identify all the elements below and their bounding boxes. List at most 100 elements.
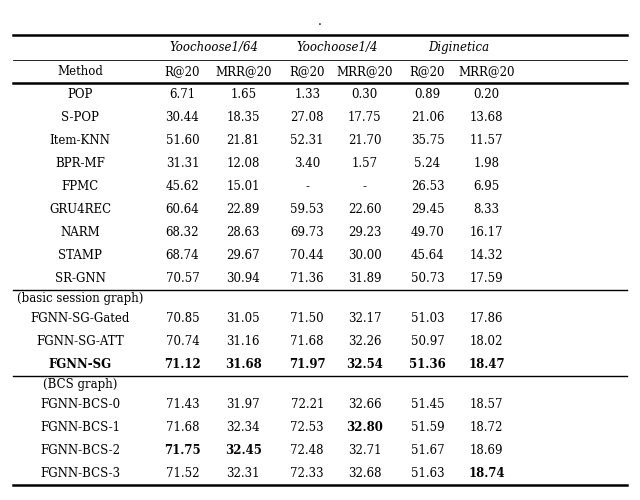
Text: FGNN-SG-Gated: FGNN-SG-Gated: [30, 312, 130, 325]
Text: Method: Method: [57, 65, 103, 78]
Text: 0.20: 0.20: [474, 88, 499, 101]
Text: 32.68: 32.68: [348, 467, 381, 480]
Text: R@20: R@20: [164, 65, 200, 78]
Text: 1.57: 1.57: [352, 157, 378, 170]
Text: 50.73: 50.73: [411, 272, 444, 285]
Text: 70.57: 70.57: [166, 272, 199, 285]
Text: 18.74: 18.74: [468, 467, 505, 480]
Text: 30.94: 30.94: [227, 272, 260, 285]
Text: 31.89: 31.89: [348, 272, 381, 285]
Text: Yoochoose1/64: Yoochoose1/64: [170, 41, 259, 54]
Text: 51.67: 51.67: [411, 444, 444, 457]
Text: Yoochoose1/4: Yoochoose1/4: [297, 41, 378, 54]
Text: 12.08: 12.08: [227, 157, 260, 170]
Text: 51.45: 51.45: [411, 398, 444, 411]
Text: 18.35: 18.35: [227, 111, 260, 124]
Text: 45.64: 45.64: [411, 249, 444, 262]
Text: NARM: NARM: [60, 226, 100, 239]
Text: 72.48: 72.48: [291, 444, 324, 457]
Text: MRR@20: MRR@20: [337, 65, 393, 78]
Text: 8.33: 8.33: [474, 203, 499, 216]
Text: 3.40: 3.40: [294, 157, 321, 170]
Text: 72.21: 72.21: [291, 398, 324, 411]
Text: 51.36: 51.36: [409, 358, 446, 371]
Text: 60.64: 60.64: [166, 203, 199, 216]
Text: 1.98: 1.98: [474, 157, 499, 170]
Text: 1.65: 1.65: [230, 88, 256, 101]
Text: 32.31: 32.31: [227, 467, 260, 480]
Text: 0.30: 0.30: [351, 88, 378, 101]
Text: MRR@20: MRR@20: [215, 65, 271, 78]
Text: 18.69: 18.69: [470, 444, 503, 457]
Text: 71.43: 71.43: [166, 398, 199, 411]
Text: 18.47: 18.47: [468, 358, 505, 371]
Text: 51.59: 51.59: [411, 421, 444, 434]
Text: 27.08: 27.08: [291, 111, 324, 124]
Text: 18.57: 18.57: [470, 398, 503, 411]
Text: BPR-MF: BPR-MF: [55, 157, 105, 170]
Text: 18.72: 18.72: [470, 421, 503, 434]
Text: 6.95: 6.95: [473, 180, 500, 193]
Text: 0.89: 0.89: [415, 88, 440, 101]
Text: -: -: [363, 180, 367, 193]
Text: 29.45: 29.45: [411, 203, 444, 216]
Text: (basic session graph): (basic session graph): [17, 292, 143, 305]
Text: 71.68: 71.68: [291, 335, 324, 348]
Text: FPMC: FPMC: [61, 180, 99, 193]
Text: R@20: R@20: [410, 65, 445, 78]
Text: 68.74: 68.74: [166, 249, 199, 262]
Text: 32.71: 32.71: [348, 444, 381, 457]
Text: 71.12: 71.12: [164, 358, 201, 371]
Text: 71.52: 71.52: [166, 467, 199, 480]
Text: Diginetica: Diginetica: [428, 41, 489, 54]
Text: 51.63: 51.63: [411, 467, 444, 480]
Text: 31.05: 31.05: [227, 312, 260, 325]
Text: GRU4REC: GRU4REC: [49, 203, 111, 216]
Text: 51.03: 51.03: [411, 312, 444, 325]
Text: 32.80: 32.80: [346, 421, 383, 434]
Text: FGNN-BCS-0: FGNN-BCS-0: [40, 398, 120, 411]
Text: 72.33: 72.33: [291, 467, 324, 480]
Text: POP: POP: [67, 88, 93, 101]
Text: 70.74: 70.74: [166, 335, 199, 348]
Text: 71.75: 71.75: [164, 444, 201, 457]
Text: 22.60: 22.60: [348, 203, 381, 216]
Text: 32.45: 32.45: [225, 444, 262, 457]
Text: 26.53: 26.53: [411, 180, 444, 193]
Text: 6.71: 6.71: [170, 88, 195, 101]
Text: 21.81: 21.81: [227, 134, 260, 147]
Text: 16.17: 16.17: [470, 226, 503, 239]
Text: 68.32: 68.32: [166, 226, 199, 239]
Text: 31.97: 31.97: [227, 398, 260, 411]
Text: FGNN-BCS-1: FGNN-BCS-1: [40, 421, 120, 434]
Text: 15.01: 15.01: [227, 180, 260, 193]
Text: 30.00: 30.00: [348, 249, 381, 262]
Text: 29.23: 29.23: [348, 226, 381, 239]
Text: FGNN-SG: FGNN-SG: [49, 358, 111, 371]
Text: 31.68: 31.68: [225, 358, 262, 371]
Text: 70.85: 70.85: [166, 312, 199, 325]
Text: 32.66: 32.66: [348, 398, 381, 411]
Text: 51.60: 51.60: [166, 134, 199, 147]
Text: 69.73: 69.73: [291, 226, 324, 239]
Text: 31.16: 31.16: [227, 335, 260, 348]
Text: 49.70: 49.70: [411, 226, 444, 239]
Text: 22.89: 22.89: [227, 203, 260, 216]
Text: FGNN-BCS-3: FGNN-BCS-3: [40, 467, 120, 480]
Text: SR-GNN: SR-GNN: [54, 272, 106, 285]
Text: R@20: R@20: [289, 65, 325, 78]
Text: 71.36: 71.36: [291, 272, 324, 285]
Text: 31.31: 31.31: [166, 157, 199, 170]
Text: FGNN-SG-ATT: FGNN-SG-ATT: [36, 335, 124, 348]
Text: STAMP: STAMP: [58, 249, 102, 262]
Text: 35.75: 35.75: [411, 134, 444, 147]
Text: 11.57: 11.57: [470, 134, 503, 147]
Text: 29.67: 29.67: [227, 249, 260, 262]
Text: 17.86: 17.86: [470, 312, 503, 325]
Text: MRR@20: MRR@20: [458, 65, 515, 78]
Text: 17.59: 17.59: [470, 272, 503, 285]
Text: 71.97: 71.97: [289, 358, 326, 371]
Text: 32.34: 32.34: [227, 421, 260, 434]
Text: 21.70: 21.70: [348, 134, 381, 147]
Text: 18.02: 18.02: [470, 335, 503, 348]
